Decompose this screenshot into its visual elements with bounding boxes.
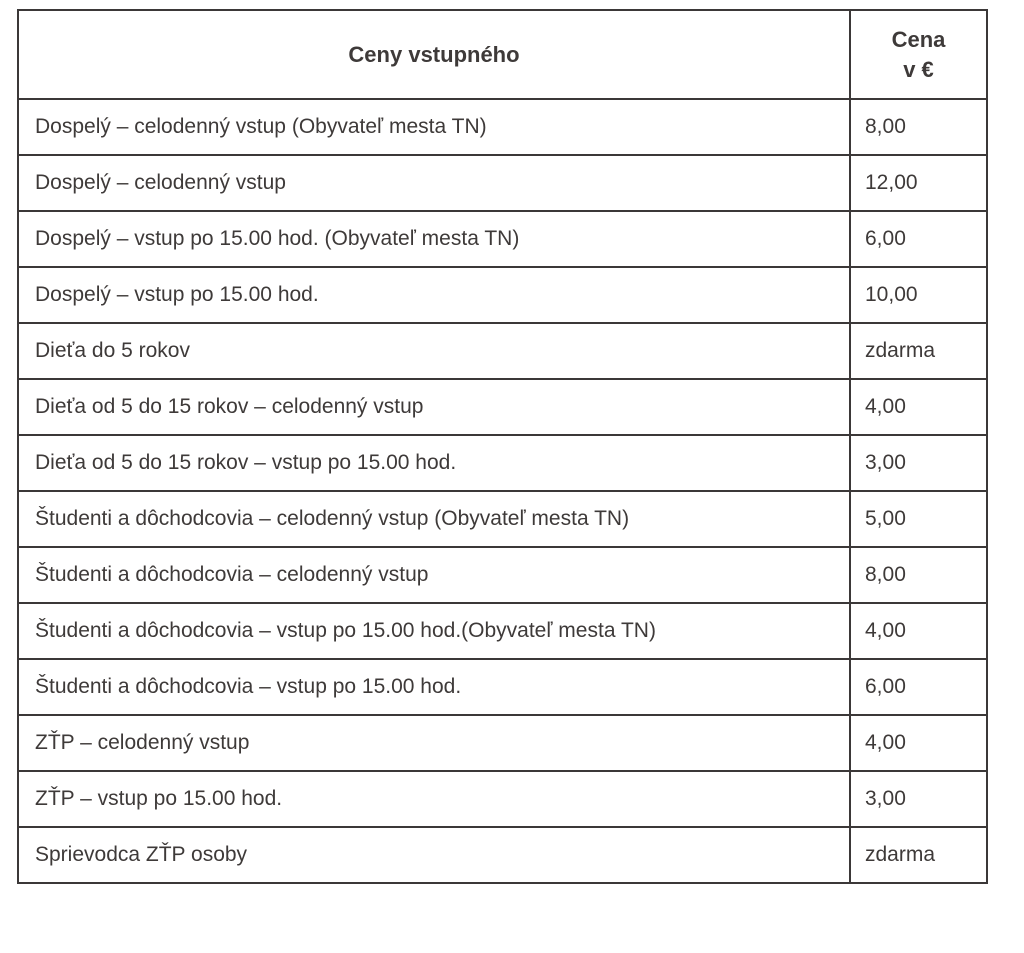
table-row: Dieťa do 5 rokov zdarma [17,322,988,380]
price-header: Cena v € [849,9,988,100]
table-row: Študenti a dôchodcovia – vstup po 15.00 … [17,602,988,660]
table-row: Študenti a dôchodcovia – vstup po 15.00 … [17,658,988,716]
row-price: 4,00 [849,378,988,436]
row-label: Študenti a dôchodcovia – celodenný vstup [17,546,851,604]
row-price: 8,00 [849,98,988,156]
header-row: Ceny vstupného Cena v € [17,9,988,100]
table-row: Dospelý – vstup po 15.00 hod. (Obyvateľ … [17,210,988,268]
row-label: Dieťa do 5 rokov [17,322,851,380]
table-row: Študenti a dôchodcovia – celodenný vstup… [17,546,988,604]
row-price: 8,00 [849,546,988,604]
row-label: Dieťa od 5 do 15 rokov – vstup po 15.00 … [17,434,851,492]
row-price: 6,00 [849,210,988,268]
row-price: 4,00 [849,602,988,660]
row-price: 12,00 [849,154,988,212]
category-header: Ceny vstupného [17,9,851,100]
table-row: Dospelý – vstup po 15.00 hod. 10,00 [17,266,988,324]
row-price: 5,00 [849,490,988,548]
table-row: ZŤP – celodenný vstup 4,00 [17,714,988,772]
table-row: Dospelý – celodenný vstup (Obyvateľ mest… [17,98,988,156]
row-label: Dieťa od 5 do 15 rokov – celodenný vstup [17,378,851,436]
table-row: Sprievodca ZŤP osoby zdarma [17,826,988,884]
row-price: 4,00 [849,714,988,772]
table-row: Dieťa od 5 do 15 rokov – celodenný vstup… [17,378,988,436]
row-price: 10,00 [849,266,988,324]
row-price: 3,00 [849,434,988,492]
row-label: ZŤP – vstup po 15.00 hod. [17,770,851,828]
row-price: 3,00 [849,770,988,828]
row-price: 6,00 [849,658,988,716]
row-label: ZŤP – celodenný vstup [17,714,851,772]
row-label: Študenti a dôchodcovia – vstup po 15.00 … [17,658,851,716]
row-label: Študenti a dôchodcovia – celodenný vstup… [17,490,851,548]
row-price: zdarma [849,826,988,884]
row-label: Dospelý – vstup po 15.00 hod. [17,266,851,324]
row-label: Sprievodca ZŤP osoby [17,826,851,884]
price-header-line1: Cena [891,26,946,52]
row-label: Dospelý – celodenný vstup [17,154,851,212]
table-row: ZŤP – vstup po 15.00 hod. 3,00 [17,770,988,828]
price-header-line2: v € [903,56,934,82]
row-label: Študenti a dôchodcovia – vstup po 15.00 … [17,602,851,660]
row-price: zdarma [849,322,988,380]
table-row: Dospelý – celodenný vstup 12,00 [17,154,988,212]
row-label: Dospelý – vstup po 15.00 hod. (Obyvateľ … [17,210,851,268]
row-label: Dospelý – celodenný vstup (Obyvateľ mest… [17,98,851,156]
table-row: Študenti a dôchodcovia – celodenný vstup… [17,490,988,548]
pricing-table: Ceny vstupného Cena v € Dospelý – celode… [17,9,988,884]
table-row: Dieťa od 5 do 15 rokov – vstup po 15.00 … [17,434,988,492]
